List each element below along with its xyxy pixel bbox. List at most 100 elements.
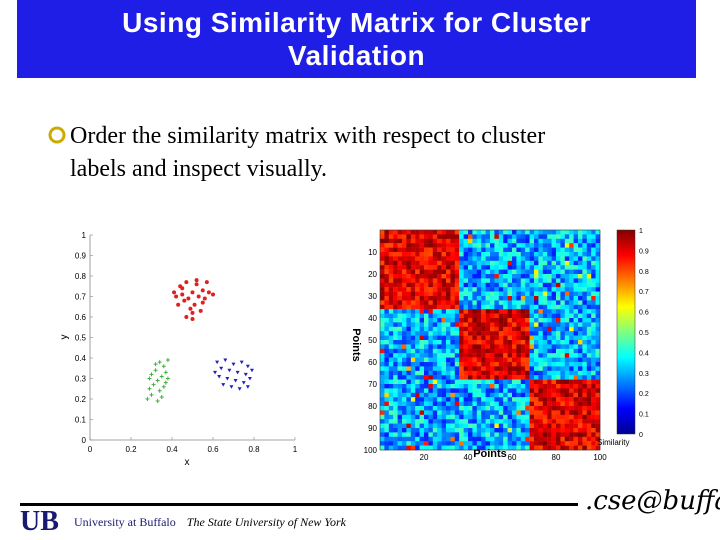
- scatter-y-tick: 0.7: [75, 293, 87, 302]
- colorbar-tick: 1: [639, 228, 643, 235]
- scatter-point: [223, 358, 228, 363]
- bullet-ring-icon: [48, 126, 66, 144]
- scatter-point: [245, 364, 250, 369]
- footer-university: University at Buffalo: [74, 515, 176, 529]
- scatter-point: [190, 290, 195, 295]
- scatter-point: [149, 372, 154, 377]
- scatter-point: [200, 288, 205, 293]
- scatter-point: [153, 368, 158, 373]
- scatter-point: [172, 290, 177, 295]
- scatter-point: [190, 310, 195, 315]
- scatter-point: [157, 388, 162, 393]
- heatmap-y-tick: 70: [368, 380, 377, 389]
- scatter-point: [147, 386, 152, 391]
- heatmap-y-tick: 20: [368, 270, 377, 279]
- scatter-y-tick: 0.1: [75, 416, 87, 425]
- scatter-point: [215, 360, 220, 365]
- scatter-point: [184, 315, 189, 319]
- bullet-text: Order the similarity matrix with respect…: [70, 120, 690, 186]
- scatter-point: [204, 280, 209, 285]
- heatmap-y-tick: 40: [368, 314, 377, 323]
- scatter-point: [163, 380, 168, 385]
- footer-divider: [20, 503, 578, 506]
- heatmap-y-tick: 60: [368, 358, 377, 367]
- scatter-point: [190, 317, 195, 322]
- scatter-point: [249, 368, 254, 373]
- colorbar-tick: 0: [639, 432, 643, 439]
- scatter-point: [202, 296, 207, 301]
- scatter-x-label: x: [185, 457, 190, 468]
- scatter-plot: 0 0.2 0.4 0.6 0.8 1 0 0.1 0.2 0.3 0.4 0.5 0.6 0.7 0.8 0…: [59, 231, 298, 468]
- scatter-point: [153, 362, 158, 367]
- scatter-point: [155, 399, 160, 404]
- scatter-point: [194, 282, 199, 287]
- scatter-point: [237, 387, 242, 391]
- scatter-point: [192, 302, 197, 307]
- scatter-point: [149, 392, 154, 397]
- heatmap-x-tick: 20: [420, 453, 429, 462]
- scatter-point: [159, 374, 164, 379]
- scatter-y-tick: 0.9: [75, 252, 87, 261]
- scatter-point: [211, 292, 215, 297]
- heatmap-x-label: Points: [473, 448, 507, 460]
- colorbar-tick: 0.4: [639, 350, 649, 357]
- footer-suny: The State University of New York: [186, 515, 346, 529]
- scatter-point: [225, 377, 230, 381]
- colorbar-tick: 0.7: [639, 289, 649, 296]
- scatter-point: [213, 370, 218, 375]
- scatter-point: [184, 280, 189, 285]
- heatmap-x-tick: 40: [464, 453, 473, 462]
- bullet-line-1: Order the similarity matrix with respect…: [70, 123, 546, 149]
- colorbar-tick: 0.5: [639, 330, 649, 337]
- scatter-point: [155, 378, 160, 383]
- scatter-point: [241, 381, 246, 385]
- scatter-point: [200, 300, 205, 305]
- scatter-y-tick: 0.3: [75, 375, 87, 384]
- slide-title: Using Similarity Matrix for Cluster Vali…: [17, 0, 696, 78]
- svg-text:UB: UB: [20, 506, 59, 534]
- scatter-point: [206, 290, 211, 295]
- scatter-y-tick: 0.4: [75, 354, 87, 363]
- scatter-y-tick: 0: [82, 436, 87, 445]
- colorbar-tick: 0.2: [639, 391, 649, 398]
- scatter-x-tick: 0.6: [207, 445, 219, 454]
- scatter-point: [157, 360, 162, 365]
- cse-buffalo-logo: .cse@buffalo: [585, 486, 720, 516]
- colorbar-tick: 0.8: [639, 269, 649, 276]
- scatter-point: [182, 298, 187, 303]
- scatter-point: [147, 376, 152, 381]
- colorbar-label: Similarity: [597, 438, 629, 447]
- heatmap-x-tick: 100: [593, 453, 607, 462]
- scatter-point: [219, 366, 224, 371]
- scatter-x-tick: 1: [293, 445, 298, 454]
- heatmap-y-tick: 100: [364, 446, 378, 455]
- scatter-point: [151, 382, 156, 387]
- scatter-point: [196, 294, 201, 299]
- scatter-point: [186, 296, 191, 301]
- scatter-point: [163, 370, 168, 375]
- ub-logo: UB: [20, 506, 59, 534]
- scatter-y-tick: 1: [82, 231, 87, 240]
- scatter-point: [217, 374, 222, 379]
- scatter-point: [188, 306, 193, 311]
- scatter-point: [174, 294, 179, 299]
- heatmap-frame: [379, 229, 601, 451]
- scatter-point: [159, 394, 164, 399]
- heatmap-x-tick: 60: [508, 453, 517, 462]
- scatter-point: [176, 302, 181, 307]
- bullet-line-2: labels and inspect visually.: [70, 156, 328, 182]
- heatmap-y-tick: 30: [368, 292, 377, 301]
- scatter-point: [198, 308, 203, 313]
- colorbar-tick: 0.9: [639, 248, 649, 255]
- scatter-point: [239, 360, 244, 365]
- scatter-x-tick: 0.8: [248, 445, 260, 454]
- scatter-x-tick: 0.4: [166, 445, 178, 454]
- scatter-y-tick: 0.2: [75, 395, 87, 404]
- scatter-point: [229, 385, 234, 389]
- colorbar-tick: 0.1: [639, 412, 649, 419]
- heatmap-y-tick: 50: [368, 336, 377, 345]
- heatmap-x-tick: 80: [552, 453, 561, 462]
- scatter-point: [231, 362, 236, 367]
- scatter-point: [180, 292, 185, 297]
- footer-text: University at Buffalo The State Universi…: [74, 515, 346, 530]
